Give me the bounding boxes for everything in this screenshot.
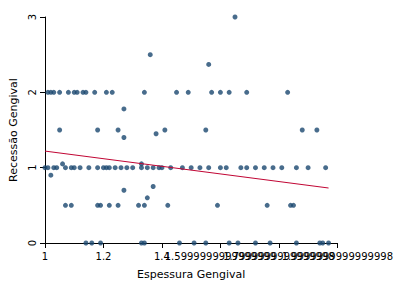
svg-text:1.5999999999999999: 1.5999999999999999: [164, 250, 277, 262]
svg-text:3: 3: [27, 14, 38, 20]
svg-text:1.2: 1.2: [96, 251, 112, 262]
svg-text:1.4: 1.4: [154, 250, 170, 262]
svg-text:Espessura Gengival: Espessura Gengival: [137, 268, 245, 281]
svg-text:1: 1: [27, 164, 38, 170]
svg-text:Recessão Gengival: Recessão Gengival: [7, 78, 20, 182]
svg-text:1: 1: [42, 251, 48, 262]
svg-text:1.9999999999999998: 1.9999999999999998: [282, 251, 393, 262]
svg-text:1.7999999999999998: 1.7999999999999998: [223, 250, 335, 262]
svg-text:0: 0: [27, 240, 38, 246]
svg-text:2: 2: [27, 89, 38, 95]
